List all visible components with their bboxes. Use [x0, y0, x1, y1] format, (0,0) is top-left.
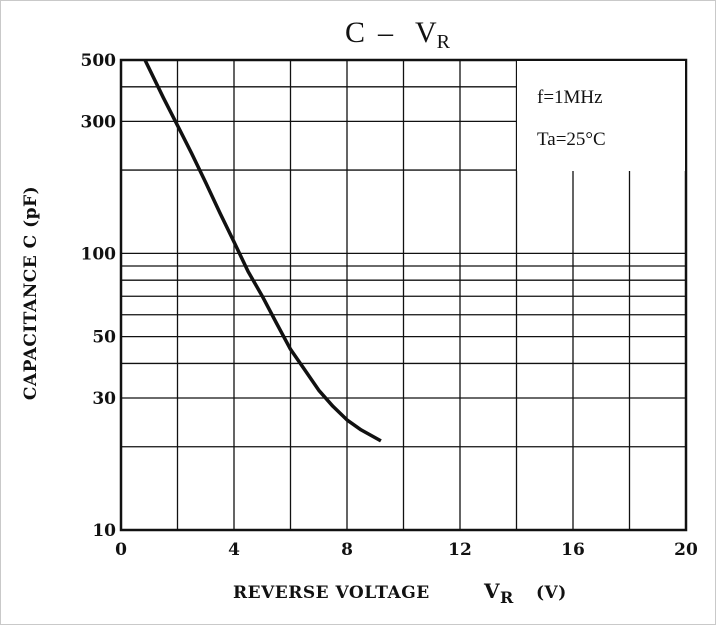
title-c: C — [345, 16, 365, 49]
title-dash: – — [377, 16, 394, 49]
x-axis-label-v: V — [483, 579, 500, 603]
x-tick-label: 12 — [448, 540, 472, 560]
plot-area: 0 4 8 12 16 20 10 30 50 100 300 500 f=1MHz Ta=25°C — [81, 51, 698, 560]
annotation-frequency: f=1MHz — [537, 87, 603, 108]
x-axis-label: REVERSE VOLTAGE VR (V) — [233, 579, 567, 607]
x-axis-label-subscript: R — [500, 588, 514, 607]
y-tick-label: 300 — [81, 112, 117, 132]
x-axis-label-text: REVERSE VOLTAGE — [233, 583, 430, 603]
series-line — [143, 59, 382, 443]
annotation-box — [517, 61, 685, 171]
x-tick-label: 16 — [561, 540, 585, 560]
title-v: V — [415, 16, 437, 49]
x-tick-label: 20 — [674, 540, 698, 560]
y-tick-label: 500 — [81, 51, 117, 71]
y-tick-label: 50 — [92, 328, 116, 348]
x-axis-label-unit: (V) — [536, 583, 567, 603]
chart-title: C – VR — [345, 16, 451, 53]
x-tick-label: 4 — [228, 540, 240, 560]
y-tick-label: 10 — [92, 521, 116, 541]
y-axis-label: CAPACITANCE C (pF) — [21, 186, 41, 400]
tick-labels: 0 4 8 12 16 20 10 30 50 100 300 500 — [81, 51, 698, 560]
x-tick-label: 0 — [115, 540, 127, 560]
y-tick-label: 30 — [92, 389, 116, 409]
annotation-temperature: Ta=25°C — [537, 129, 606, 150]
y-tick-label: 100 — [81, 244, 117, 264]
x-tick-label: 8 — [341, 540, 353, 560]
title-subscript: R — [437, 31, 451, 53]
